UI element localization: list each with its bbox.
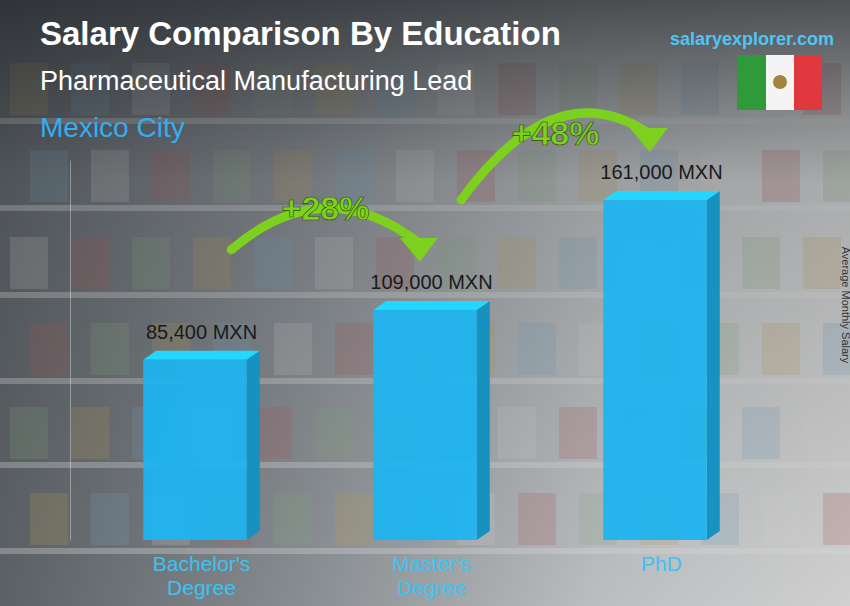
x-tick-label-line: Master's [392, 552, 471, 575]
background [0, 0, 850, 606]
flag [737, 55, 822, 110]
y-axis-line [70, 161, 71, 541]
title: Salary Comparison By Education [40, 15, 561, 52]
x-tick: PhD [641, 544, 682, 575]
bar [143, 360, 247, 540]
y-axis-title: Average Monthly Salary [840, 247, 850, 364]
data-label: 85,400 MXN [146, 321, 257, 343]
annotation: +28% [282, 189, 370, 227]
bar-top [143, 351, 260, 360]
increase-arrow [461, 113, 668, 200]
bar-top [373, 301, 490, 310]
x-tick: Master'sDegree [392, 544, 471, 599]
subtitle: Pharmaceutical Manufacturing Lead [40, 66, 472, 96]
bar-top [603, 191, 720, 200]
source: salaryexplorer.com [670, 29, 834, 49]
chart: 85,400 MXN 109,000 MXN 161,000 MXN Bachelor… [0, 0, 850, 606]
x-tick-label: Bachelor'sDegree [153, 552, 250, 599]
data-label: 161,000 MXN [600, 161, 722, 183]
bar-side [477, 301, 490, 540]
bar [603, 200, 707, 540]
background-shade [0, 0, 850, 606]
x-tick-label-line: Degree [167, 576, 236, 599]
bar-side [247, 351, 260, 540]
x-tick-label-line: PhD [641, 552, 682, 575]
location: Mexico City [40, 112, 185, 143]
x-tick: Bachelor'sDegree [153, 544, 250, 599]
data-label: 109,000 MXN [370, 271, 492, 293]
arrow-head [630, 128, 668, 152]
bar [373, 310, 477, 540]
bars [143, 191, 720, 540]
arrow-curve [461, 113, 650, 200]
y-axis [70, 161, 71, 541]
x-tick-label: Master'sDegree [392, 552, 471, 599]
x-axis: Bachelor'sDegreeMaster'sDegreePhD [87, 544, 777, 599]
arrow-head [400, 238, 438, 262]
flag-stripe [737, 55, 766, 110]
x-tick-label-line: Bachelor's [153, 552, 250, 575]
bar-side [707, 191, 720, 540]
x-tick-label: PhD [641, 552, 682, 575]
flag-emblem [773, 75, 787, 89]
annotation: +48% [512, 114, 600, 152]
flag-stripe [766, 55, 794, 110]
flag-stripe [794, 55, 822, 110]
x-axis-line [87, 544, 777, 545]
x-tick-label-line: Degree [397, 576, 466, 599]
